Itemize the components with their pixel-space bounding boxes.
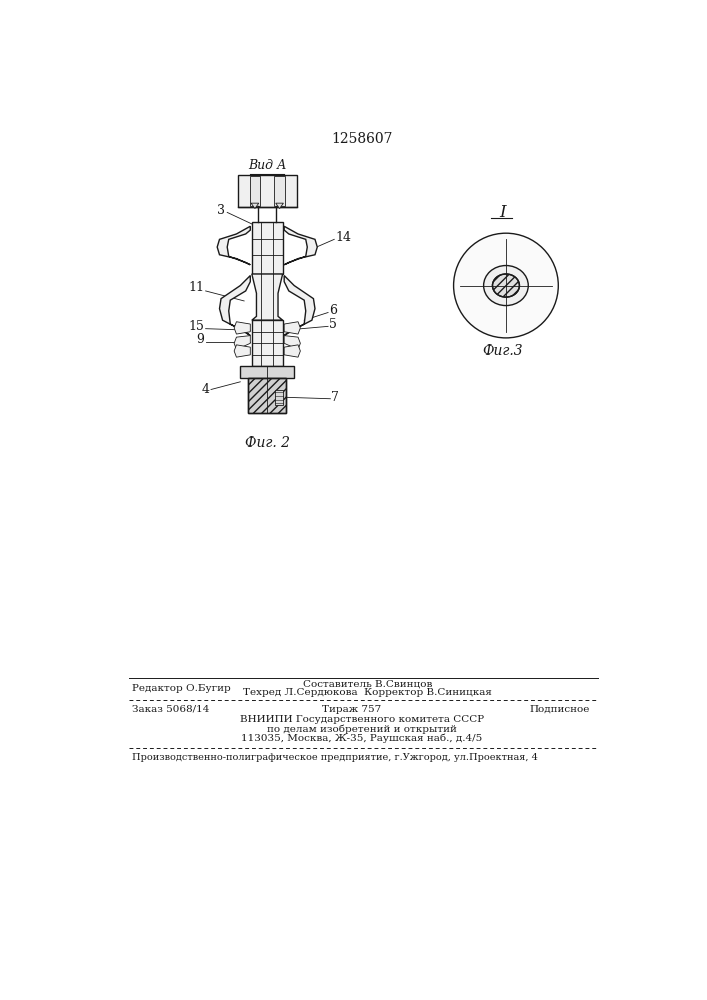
Text: Фиг. 2: Фиг. 2 (245, 436, 290, 450)
Text: Редактор О.Бугир: Редактор О.Бугир (132, 684, 231, 693)
Polygon shape (219, 276, 250, 336)
Polygon shape (234, 345, 250, 357)
Text: Составитель В.Свинцов: Составитель В.Свинцов (303, 679, 432, 688)
Text: Вид А: Вид А (248, 159, 286, 172)
Polygon shape (217, 226, 250, 265)
Text: по делам изобретений и открытий: по делам изобретений и открытий (267, 724, 457, 734)
Text: 11: 11 (188, 281, 204, 294)
Text: 4: 4 (201, 383, 209, 396)
Ellipse shape (484, 266, 528, 306)
Polygon shape (284, 276, 315, 336)
Text: Производственно-полиграфическое предприятие, г.Ужгород, ул.Проектная, 4: Производственно-полиграфическое предприя… (132, 753, 538, 762)
Polygon shape (284, 345, 300, 357)
Polygon shape (251, 203, 259, 209)
Polygon shape (252, 320, 283, 366)
Polygon shape (276, 203, 284, 209)
Polygon shape (284, 322, 300, 334)
Text: 113035, Москва, Ж-35, Раушская наб., д.4/5: 113035, Москва, Ж-35, Раушская наб., д.4… (241, 734, 483, 743)
Polygon shape (238, 175, 296, 207)
Text: Техред Л.Сердюкова  Корректор В.Синицкая: Техред Л.Сердюкова Корректор В.Синицкая (243, 688, 492, 697)
Polygon shape (284, 336, 300, 349)
Polygon shape (248, 378, 286, 413)
Circle shape (454, 233, 559, 338)
Polygon shape (275, 389, 283, 405)
Polygon shape (250, 176, 260, 206)
Text: Тираж 757: Тираж 757 (322, 705, 382, 714)
Polygon shape (234, 336, 250, 349)
Polygon shape (284, 226, 317, 265)
Ellipse shape (493, 274, 520, 297)
Polygon shape (274, 176, 285, 206)
Text: Фиг.3: Фиг.3 (481, 344, 522, 358)
Text: 15: 15 (188, 320, 204, 333)
Text: ВНИИПИ Государственного комитета СССР: ВНИИПИ Государственного комитета СССР (240, 715, 484, 724)
Text: 6: 6 (329, 304, 337, 317)
Polygon shape (240, 366, 294, 378)
Polygon shape (252, 222, 283, 274)
Text: 14: 14 (335, 231, 351, 244)
Polygon shape (234, 322, 250, 334)
Text: Подписное: Подписное (530, 705, 590, 714)
Text: 1258607: 1258607 (331, 132, 392, 146)
Text: 3: 3 (217, 204, 225, 217)
Text: I: I (498, 204, 506, 221)
Text: 5: 5 (329, 318, 337, 331)
Text: 9: 9 (197, 333, 204, 346)
Text: Заказ 5068/14: Заказ 5068/14 (132, 705, 210, 714)
Polygon shape (252, 274, 283, 320)
Text: 7: 7 (331, 391, 339, 404)
